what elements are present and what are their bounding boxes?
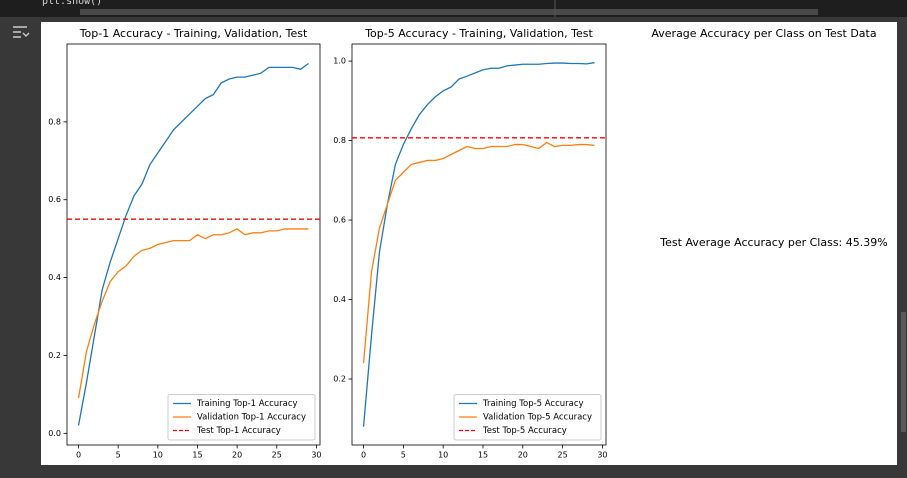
x-tick-label: 20 [518,451,528,460]
x-tick-label: 0 [361,451,366,460]
x-tick-label: 20 [232,451,242,460]
x-tick-label: 5 [116,451,121,460]
series-line [362,62,595,427]
legend-box [167,394,316,441]
series-line [362,141,595,364]
output-area [41,22,897,465]
x-tick-label: 5 [401,451,406,460]
x-tick-label: 30 [311,451,321,460]
panel-text: Test Average Accuracy per Class: 45.39% [659,236,887,249]
x-tick-label: 30 [597,451,607,460]
legend-label: Validation Top-5 Accuracy [483,413,592,423]
legend-label: Training Top-5 Accuracy [482,399,584,409]
legend-label: Training Top-1 Accuracy [196,399,298,409]
plot-frame [351,43,607,446]
y-tick-label: 0.2 [48,351,61,360]
chart-title: Top-5 Accuracy - Training, Validation, T… [364,27,593,40]
output-toggle-icon[interactable] [13,26,30,38]
x-tick-label: 0 [76,451,81,460]
y-tick-label: 1.0 [333,57,346,66]
x-tick-label: 25 [558,451,568,460]
x-tick-label: 10 [153,451,163,460]
plot-frame [66,43,321,446]
code-text: plt.show() [42,0,102,7]
series-line [77,228,309,399]
scrollbar-h [80,9,818,15]
y-tick-label: 0.2 [333,375,346,384]
x-tick-label: 25 [272,451,282,460]
y-tick-label: 0.8 [48,117,61,126]
icon-path [13,26,30,38]
panel-title: Average Accuracy per Class on Test Data [651,27,876,40]
chart-title: Top-1 Accuracy - Training, Validation, T… [79,27,308,40]
series-line [77,62,309,426]
legend-label: Test Top-5 Accuracy [482,426,567,436]
y-tick-label: 0.4 [333,295,346,304]
x-tick-label: 10 [438,451,448,460]
x-tick-label: 15 [478,451,488,460]
y-tick-label: 0.6 [333,216,346,225]
x-tick-label: 15 [192,451,202,460]
y-tick-label: 0.4 [48,273,61,282]
y-tick-label: 0.0 [48,429,61,438]
y-tick-label: 0.8 [333,136,346,145]
legend-label: Test Top-1 Accuracy [196,426,281,436]
legend-box [453,394,602,441]
scrollbar-v [901,312,906,432]
y-tick-label: 0.6 [48,195,61,204]
legend-label: Validation Top-1 Accuracy [197,413,306,423]
